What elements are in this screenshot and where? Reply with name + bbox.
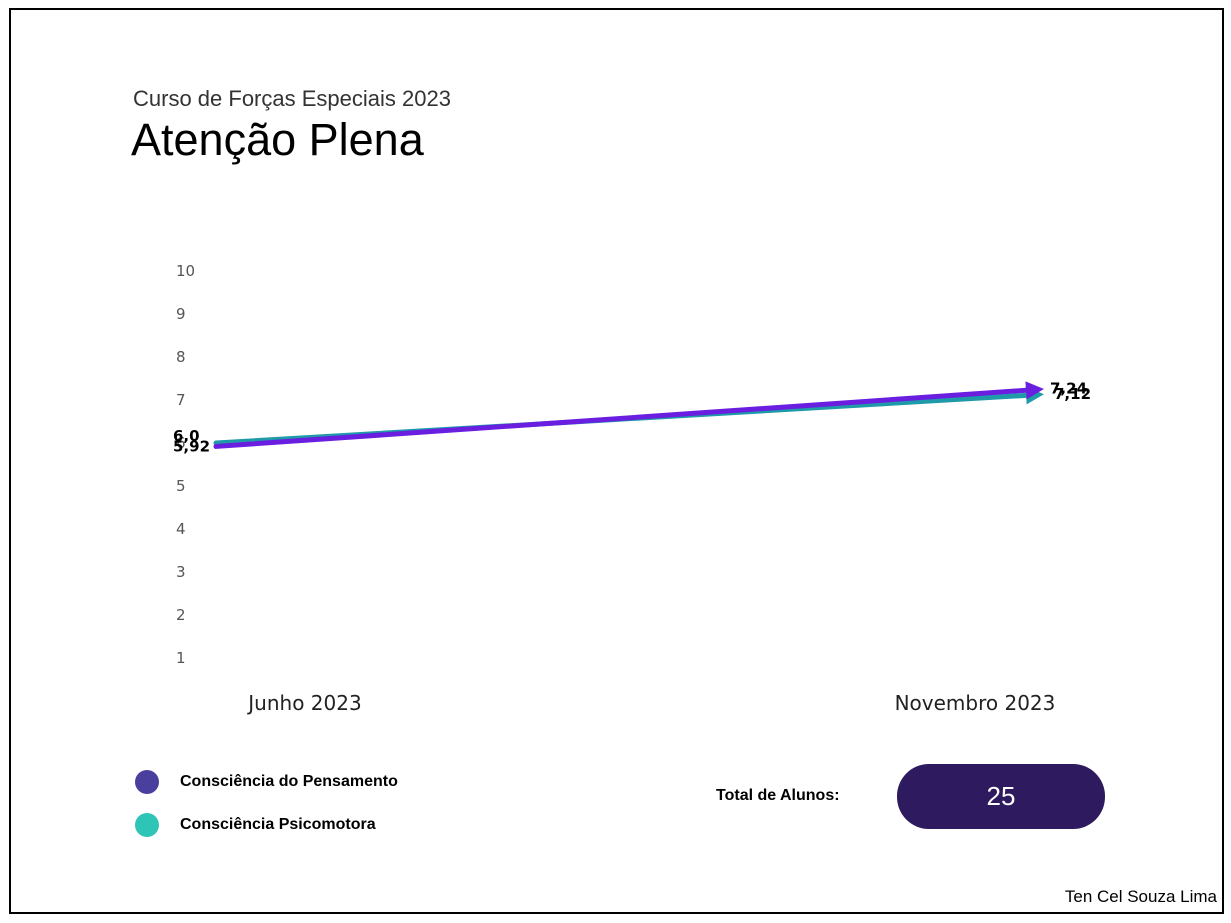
y-tick-label: 5 xyxy=(176,477,186,495)
data-label-start: 6,0 xyxy=(173,427,200,445)
total-students-badge: 25 xyxy=(897,764,1105,829)
legend-dot-psicomotora xyxy=(135,813,159,837)
chart-title: Atenção Plena xyxy=(131,114,424,165)
author-credit: Ten Cel Souza Lima xyxy=(1064,887,1217,906)
total-students-label: Total de Alunos: xyxy=(716,787,840,804)
legend-label-pensamento: Consciência do Pensamento xyxy=(180,773,398,790)
y-tick-label: 3 xyxy=(176,563,186,581)
legend-item-pensamento: Consciência do Pensamento xyxy=(135,770,398,794)
legend-item-psicomotora: Consciência Psicomotora xyxy=(135,813,376,837)
y-tick-label: 4 xyxy=(176,520,186,538)
y-tick-label: 1 xyxy=(176,649,186,667)
x-category-label: Novembro 2023 xyxy=(895,691,1056,715)
data-label-start: 5,92 xyxy=(173,437,210,455)
y-tick-label: 10 xyxy=(176,262,195,280)
y-tick-label: 9 xyxy=(176,305,186,323)
y-tick-label: 6 xyxy=(176,434,186,452)
legend-dot-pensamento xyxy=(135,770,159,794)
chart-subtitle: Curso de Forças Especiais 2023 xyxy=(133,86,451,111)
page-frame xyxy=(9,8,1224,914)
y-tick-label: 8 xyxy=(176,348,186,366)
x-category-label: Junho 2023 xyxy=(246,691,361,715)
y-tick-label: 2 xyxy=(176,606,186,624)
data-label-end: 7,12 xyxy=(1054,385,1091,403)
legend-label-psicomotora: Consciência Psicomotora xyxy=(180,816,376,833)
y-tick-label: 7 xyxy=(176,391,186,409)
data-label-end: 7,24 xyxy=(1050,380,1087,398)
series-line-pensamento xyxy=(213,381,1044,449)
